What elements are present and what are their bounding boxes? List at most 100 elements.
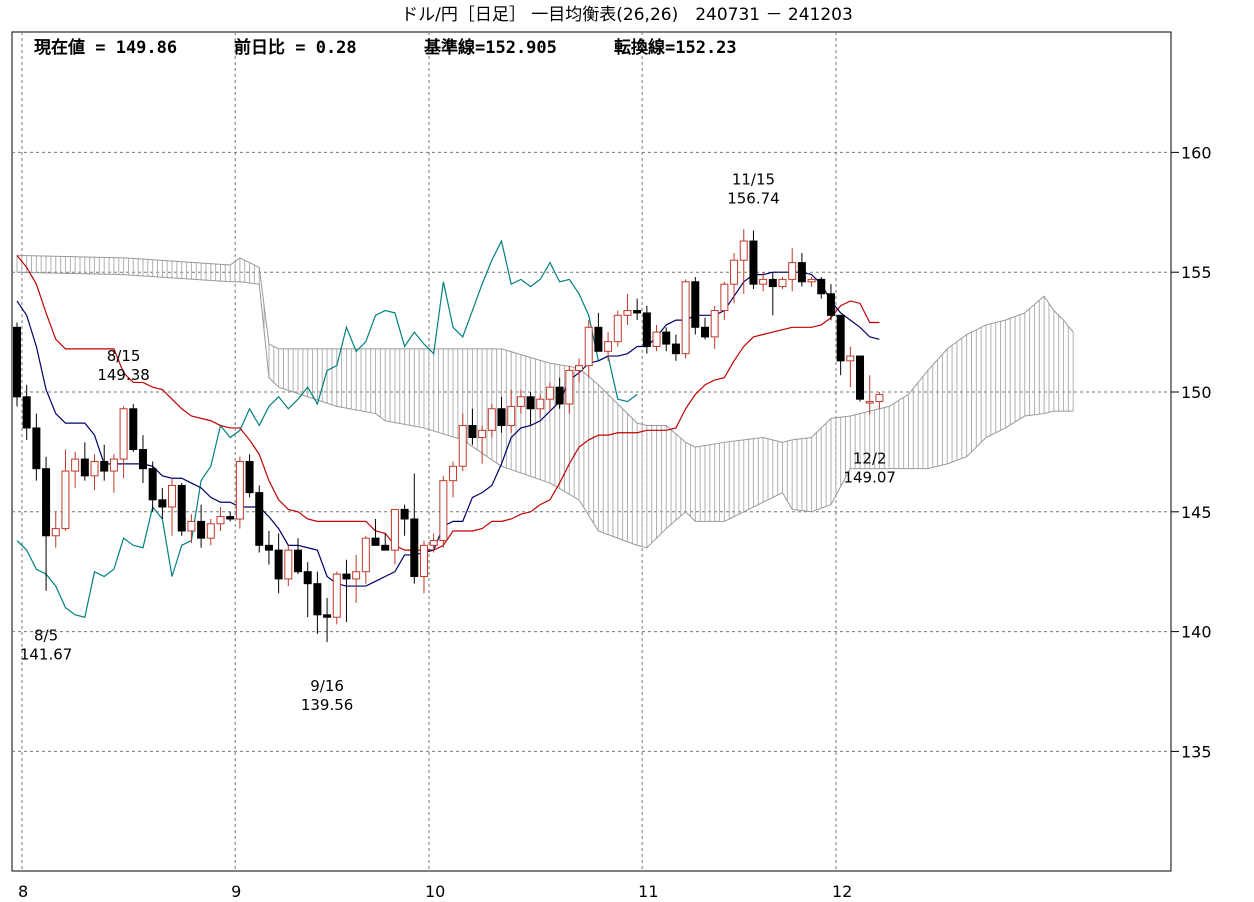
annotation-date: 8/15 bbox=[107, 347, 141, 365]
indicator-lines bbox=[16, 239, 880, 618]
candle-body-down bbox=[22, 396, 31, 429]
candle bbox=[633, 298, 642, 321]
y-tick-label: 145 bbox=[1181, 503, 1212, 522]
candle bbox=[487, 403, 496, 438]
candle bbox=[177, 483, 186, 536]
candle-body-down bbox=[468, 425, 477, 439]
candle bbox=[700, 317, 709, 340]
x-month-label: 10 bbox=[425, 882, 445, 901]
candle bbox=[536, 394, 545, 419]
candlesticks bbox=[13, 229, 884, 643]
candle-body-up bbox=[739, 240, 748, 261]
candle-body-up bbox=[681, 281, 690, 355]
candle-body-down bbox=[381, 544, 390, 551]
candle bbox=[875, 392, 884, 409]
candle bbox=[245, 454, 254, 498]
candle-body-down bbox=[662, 331, 671, 345]
x-month-label: 9 bbox=[231, 882, 241, 901]
candle bbox=[294, 538, 303, 575]
candle-body-up bbox=[652, 331, 661, 347]
candle-body-down bbox=[42, 468, 51, 537]
y-axis: 135 140 145 150 155 160 bbox=[1171, 143, 1212, 761]
candle-body-down bbox=[274, 549, 283, 580]
candle-body-up bbox=[623, 310, 632, 316]
candle-body-up bbox=[865, 401, 874, 404]
x-month-label: 12 bbox=[832, 882, 852, 901]
candle-body-up bbox=[419, 544, 428, 577]
candle bbox=[332, 571, 341, 625]
candle-body-down bbox=[671, 343, 680, 355]
candle bbox=[652, 324, 661, 352]
candle-body-up bbox=[332, 573, 341, 618]
candle-body-down bbox=[13, 326, 21, 398]
candle-body-down bbox=[371, 537, 380, 546]
candle-body-down bbox=[80, 458, 89, 477]
kijun-label: 基準線=152.905 bbox=[423, 37, 557, 58]
candle bbox=[545, 382, 554, 412]
y-tick-label: 155 bbox=[1181, 263, 1212, 282]
candle bbox=[449, 461, 458, 498]
candle-body-down bbox=[255, 492, 264, 546]
candle bbox=[749, 230, 758, 289]
candle-body-up bbox=[478, 429, 487, 439]
candle-body-down bbox=[826, 293, 835, 316]
candle-body-down bbox=[797, 262, 806, 283]
candle-body-down bbox=[294, 549, 303, 573]
candle-body-up bbox=[449, 465, 458, 482]
candle bbox=[158, 487, 167, 519]
candle-body-down bbox=[555, 386, 564, 405]
candle-body-down bbox=[148, 468, 157, 501]
candle bbox=[681, 279, 690, 359]
candle bbox=[468, 408, 477, 445]
candle-body-up bbox=[168, 484, 177, 508]
candle bbox=[303, 562, 312, 618]
tenkan-sen-line bbox=[16, 271, 880, 587]
annotation-date: 12/2 bbox=[853, 449, 887, 467]
candle bbox=[187, 514, 196, 543]
candle bbox=[197, 504, 206, 548]
candle bbox=[720, 281, 729, 321]
tenkan-label: 転換線=152.23 bbox=[614, 37, 737, 58]
candle-body-up bbox=[119, 408, 128, 460]
candle bbox=[759, 272, 768, 292]
candle bbox=[51, 511, 60, 548]
candle bbox=[865, 375, 874, 415]
candle bbox=[594, 312, 603, 352]
candle bbox=[458, 413, 467, 472]
candle-body-up bbox=[788, 262, 797, 280]
candle-body-down bbox=[303, 571, 312, 585]
y-tick-label: 140 bbox=[1181, 623, 1212, 642]
candle-body-up bbox=[235, 460, 244, 520]
candle bbox=[429, 533, 438, 553]
candle bbox=[807, 276, 816, 287]
x-month-label: 8 bbox=[18, 882, 28, 901]
candle-body-down bbox=[594, 326, 603, 352]
candle bbox=[788, 248, 797, 292]
candle bbox=[361, 535, 370, 584]
candle bbox=[778, 276, 787, 289]
candle bbox=[371, 518, 380, 546]
candle-body-up bbox=[71, 458, 80, 472]
candle-body-down bbox=[497, 408, 506, 427]
candle-body-down bbox=[138, 449, 147, 470]
candle bbox=[856, 355, 865, 402]
candle-body-down bbox=[342, 573, 351, 580]
candle bbox=[71, 451, 80, 488]
candle bbox=[623, 293, 632, 325]
ichimoku-cloud bbox=[16, 254, 1074, 549]
candle-body-up bbox=[545, 386, 554, 400]
candle bbox=[342, 559, 351, 623]
annotation-value: 141.67 bbox=[20, 646, 73, 664]
candle bbox=[226, 511, 235, 522]
senkou-span-b bbox=[16, 271, 1074, 549]
candle bbox=[575, 358, 584, 383]
candle bbox=[90, 454, 99, 491]
candle-body-up bbox=[613, 314, 622, 343]
candle bbox=[478, 425, 487, 464]
candle bbox=[662, 327, 671, 352]
candle-body-up bbox=[352, 571, 361, 580]
candle-body-down bbox=[400, 508, 409, 520]
candle-body-up bbox=[90, 460, 99, 477]
annotation-date: 11/15 bbox=[732, 171, 775, 189]
